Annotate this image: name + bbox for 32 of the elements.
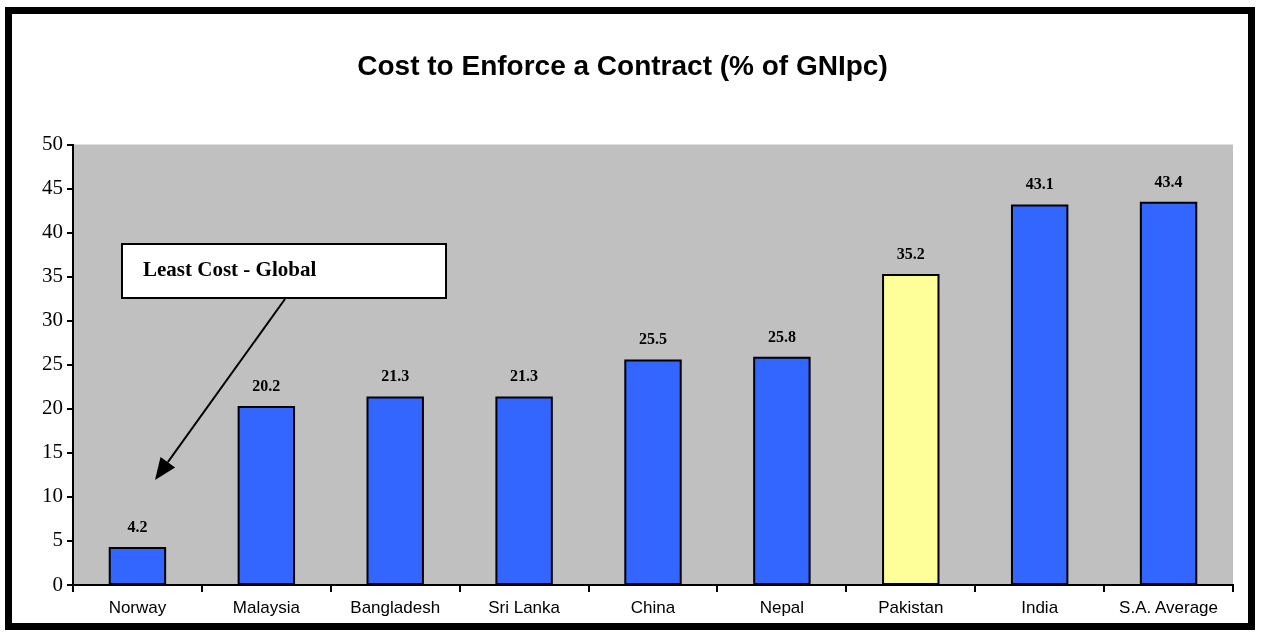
y-tick-label: 20 (42, 395, 63, 420)
chart-title: Cost to Enforce a Contract (% of GNIpc) (357, 49, 888, 81)
x-tick-label: Norway (108, 597, 167, 617)
data-label: 4.2 (127, 518, 148, 536)
y-tick-label: 5 (52, 527, 63, 552)
x-tick-label: S.A. Average (1119, 597, 1219, 617)
y-tick-label: 45 (42, 175, 63, 200)
data-label: 20.2 (252, 377, 281, 395)
x-tick-label: Malaysia (232, 597, 301, 617)
y-tick-label: 50 (42, 131, 63, 156)
y-tick-label: 35 (42, 263, 63, 288)
data-label: 25.5 (639, 330, 667, 348)
x-tick-label: Bangladesh (350, 597, 441, 617)
data-label: 25.8 (767, 327, 796, 345)
x-tick-label: Nepal (759, 597, 805, 617)
y-tick-label: 25 (42, 351, 63, 376)
data-label: 43.4 (1154, 172, 1183, 190)
data-label: 21.3 (510, 367, 539, 385)
y-tick-label: 40 (42, 219, 63, 244)
data-label: 35.2 (896, 244, 925, 262)
data-label: 21.3 (381, 367, 410, 385)
x-tick-label: Sri Lanka (488, 597, 561, 617)
x-tick-label: Pakistan (878, 597, 944, 617)
y-tick-label: 15 (42, 439, 63, 464)
annotation: Least Cost - Global (143, 256, 317, 281)
y-tick-label: 30 (42, 307, 63, 332)
x-tick-label: China (630, 597, 676, 617)
y-tick-label: 10 (42, 483, 63, 508)
note-box: Least Cost - Global (121, 242, 447, 299)
x-tick-label: India (1021, 597, 1059, 617)
y-tick-label: 0 (52, 571, 63, 596)
data-label: 43.1 (1025, 175, 1054, 193)
